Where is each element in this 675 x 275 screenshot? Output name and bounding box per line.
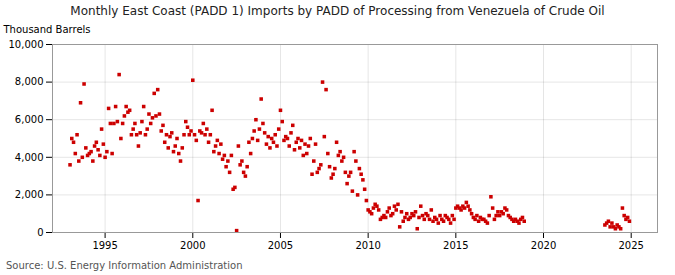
svg-text:2005: 2005 xyxy=(268,240,293,251)
svg-text:2010: 2010 xyxy=(355,240,380,251)
svg-text:2015: 2015 xyxy=(443,240,468,251)
svg-text:6,000: 6,000 xyxy=(15,114,44,125)
svg-text:10,000: 10,000 xyxy=(9,39,44,50)
svg-text:2025: 2025 xyxy=(618,240,643,251)
html-text:Monthly East Coast (PADD 1) Im: Monthly East Coast (PADD 1) Imports by P… xyxy=(70,4,605,18)
svg-text:0: 0 xyxy=(37,227,43,238)
svg-text:8,000: 8,000 xyxy=(15,76,44,87)
svg-text:2020: 2020 xyxy=(531,240,556,251)
svg-text:1995: 1995 xyxy=(92,240,117,251)
svg-text:4,000: 4,000 xyxy=(15,152,44,163)
svg-text:2,000: 2,000 xyxy=(15,189,44,200)
svg-text:Thousand Barrels: Thousand Barrels xyxy=(3,24,91,35)
html-text:Source: U.S. Energy Informatio: Source: U.S. Energy Information Administ… xyxy=(6,260,243,271)
svg-text:2000: 2000 xyxy=(180,240,205,251)
